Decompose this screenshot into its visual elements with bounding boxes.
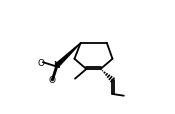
Polygon shape [55, 43, 81, 67]
Text: O: O [38, 58, 45, 67]
Text: N: N [53, 61, 60, 70]
Text: O: O [48, 76, 55, 85]
